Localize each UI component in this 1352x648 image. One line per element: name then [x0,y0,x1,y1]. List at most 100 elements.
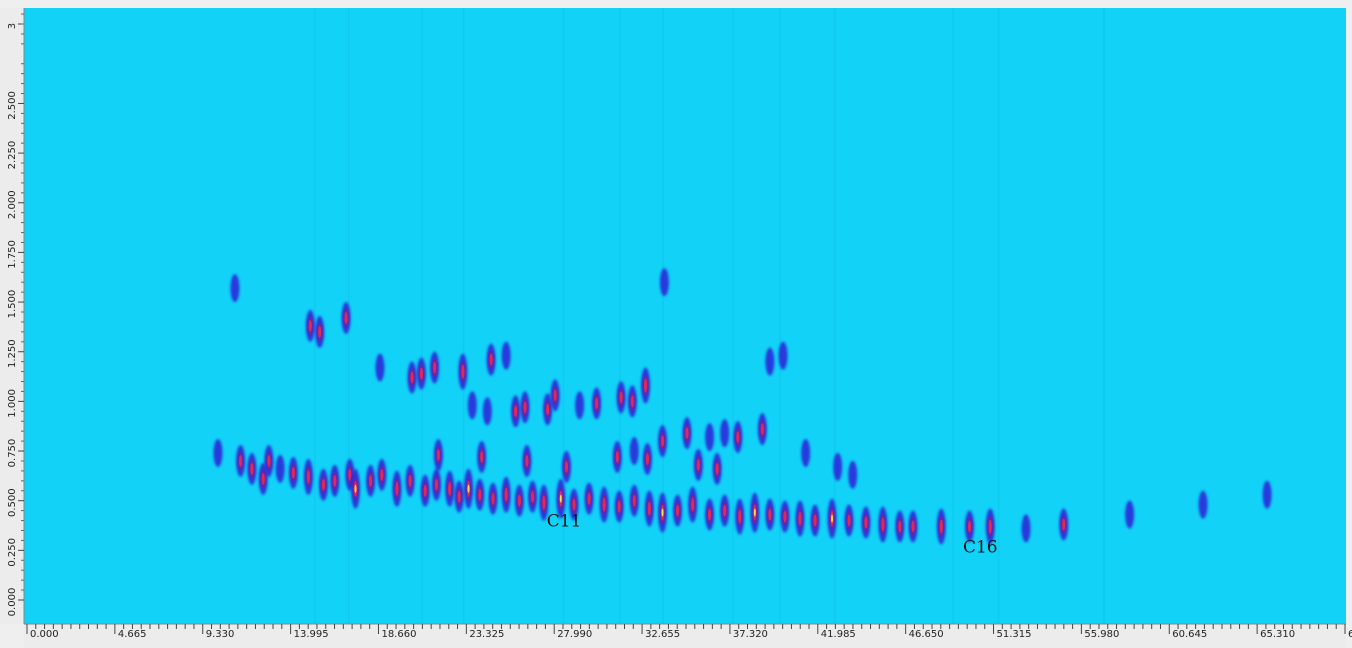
peak [1021,514,1031,543]
peak [458,353,468,390]
x-tick-label: 69.975 [1348,629,1352,640]
peak [305,309,315,342]
peak [375,353,385,382]
peak [416,357,426,390]
x-tick-label: 4.665 [118,629,147,640]
peak [733,421,743,454]
peak [780,500,790,533]
peak [844,504,854,537]
y-tick-label: 1.750 [7,240,18,269]
peak [213,439,223,468]
peak [658,425,668,458]
peak [985,508,995,545]
peak [520,391,530,424]
peak [965,510,975,543]
x-tick-label: 0.000 [30,629,59,640]
peak [712,452,722,485]
peak [908,510,918,543]
peak [757,413,767,446]
peak [936,508,946,545]
y-tick-label: 0.250 [7,538,18,567]
peak [511,395,521,428]
peak [392,470,402,507]
peak [592,387,602,420]
peak [778,341,788,370]
y-tick-label: 0.750 [7,439,18,468]
peak [642,442,652,475]
peak [1262,480,1272,509]
y-tick-label: 1.250 [7,339,18,368]
peak [682,417,692,450]
annotation-label: C16 [963,537,998,557]
x-tick-label: 46.650 [909,629,944,640]
peak [659,268,669,297]
peak [430,351,440,384]
peak [750,492,760,533]
peak [720,419,730,448]
peak [550,379,560,412]
peak [236,444,246,477]
streak [619,8,621,624]
peak [575,391,585,420]
peak [556,478,566,519]
x-tick-label: 18.660 [381,629,416,640]
peak [477,440,487,473]
peak [247,452,257,485]
peak [464,468,474,509]
peak [288,456,298,489]
peak [833,452,843,481]
peak [405,464,415,497]
peak [693,448,703,481]
peak [501,476,511,513]
peak [801,439,811,468]
y-tick-label: 2.500 [7,91,18,120]
y-tick-label: 0.000 [7,588,18,617]
streak [833,8,836,624]
y-axis: 0.000 0.250 0.500 0.750 1.000 1.250 1.500 1.750… [0,8,25,624]
peak [482,397,492,426]
peak [486,343,496,376]
peak [599,486,609,523]
peak [673,494,683,527]
x-tick-label: 9.330 [206,629,235,640]
x-tick-label: 60.645 [1172,629,1207,640]
peak [467,391,477,420]
y-tick-label: 0.500 [7,488,18,517]
peak [330,464,340,497]
peak [810,504,820,537]
peak [705,498,715,531]
x-tick-label: 27.990 [557,629,592,640]
peak [688,486,698,523]
peak [528,480,538,513]
peak [614,490,624,523]
streak [421,8,423,624]
peak [1125,500,1135,529]
x-tick-label: 55.980 [1084,629,1119,640]
x-tick-label: 37.320 [733,629,768,640]
peak [616,381,626,414]
peak [433,439,443,472]
peak [318,468,328,501]
streak [462,8,465,624]
peak [351,468,361,509]
x-tick-label: 32.655 [645,629,680,640]
peak [514,484,524,517]
peak [1198,490,1208,519]
peak [303,458,313,495]
x-tick-label: 13.995 [294,629,329,640]
peak [366,464,376,497]
x-tick-label: 23.325 [469,629,504,640]
x-axis: 0.000 4.665 9.330 13.995 18.660 23.325 27.990 3… [24,623,1352,648]
peak [878,506,888,543]
peak [629,484,639,517]
y-tick-label: 1.500 [7,290,18,319]
y-tick-label: 3 [7,23,18,29]
streak [562,8,565,624]
peak [488,482,498,515]
streak [1103,8,1105,624]
peak [895,510,905,543]
y-tick-label: 1.000 [7,389,18,418]
peak [765,498,775,531]
peak [561,450,571,483]
peak [475,478,485,511]
